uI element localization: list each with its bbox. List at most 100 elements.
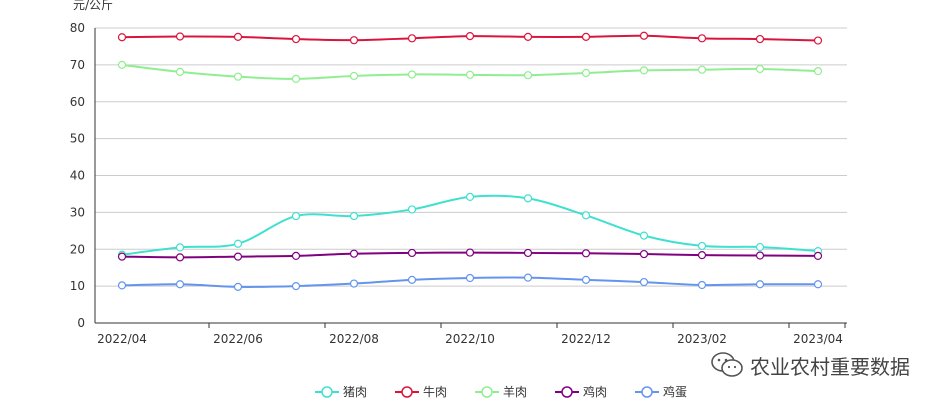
grid-layer bbox=[95, 27, 847, 287]
x-tick-label: 2023/02 bbox=[677, 332, 727, 346]
data-point[interactable] bbox=[465, 70, 475, 79]
y-tick-label: 10 bbox=[70, 279, 85, 293]
watermark-text: 农业农村重要数据 bbox=[750, 354, 910, 379]
data-point[interactable] bbox=[407, 205, 417, 214]
y-tick-label: 80 bbox=[70, 21, 85, 35]
data-point[interactable] bbox=[755, 280, 765, 289]
watermark: 农业农村重要数据 bbox=[710, 350, 910, 380]
data-point[interactable] bbox=[581, 32, 591, 41]
data-point[interactable] bbox=[581, 249, 591, 258]
data-point[interactable] bbox=[523, 71, 533, 80]
data-point[interactable] bbox=[697, 241, 707, 251]
legend-item[interactable]: 鸡蛋 bbox=[635, 384, 687, 399]
data-point[interactable] bbox=[175, 243, 185, 252]
data-point[interactable] bbox=[349, 211, 359, 221]
data-point[interactable] bbox=[407, 70, 417, 79]
legend-item[interactable]: 猪肉 bbox=[315, 385, 367, 399]
series-4 bbox=[117, 273, 823, 291]
data-point[interactable] bbox=[639, 277, 649, 287]
data-point[interactable] bbox=[465, 248, 475, 257]
data-point[interactable] bbox=[117, 60, 127, 69]
data-point[interactable] bbox=[813, 67, 823, 76]
data-point[interactable] bbox=[291, 34, 301, 44]
data-point[interactable] bbox=[523, 273, 533, 282]
data-point[interactable] bbox=[175, 253, 185, 262]
data-point[interactable] bbox=[117, 252, 127, 261]
legend-label: 牛肉 bbox=[423, 384, 447, 399]
data-point[interactable] bbox=[175, 32, 185, 41]
data-point[interactable] bbox=[697, 34, 707, 43]
data-point[interactable] bbox=[697, 280, 707, 290]
legend-marker bbox=[481, 386, 493, 398]
data-point[interactable] bbox=[639, 231, 649, 240]
series-layer bbox=[117, 31, 823, 291]
series-2 bbox=[117, 60, 823, 83]
data-point[interactable] bbox=[581, 211, 591, 220]
x-tick-label: 2022/10 bbox=[445, 332, 495, 346]
y-tick-label: 30 bbox=[70, 205, 85, 219]
wechat-icon bbox=[711, 352, 743, 377]
axis-layer: 0 10 20 30 40 50 60 70 80 2022/04 2022/06 2022/08 20… bbox=[70, 21, 847, 346]
legend-item[interactable]: 鸡肉 bbox=[555, 384, 607, 399]
data-point[interactable] bbox=[697, 65, 707, 74]
data-point[interactable] bbox=[233, 72, 243, 81]
data-point[interactable] bbox=[755, 64, 765, 74]
data-point[interactable] bbox=[581, 68, 591, 78]
data-point[interactable] bbox=[697, 251, 707, 260]
data-point[interactable] bbox=[581, 275, 591, 284]
data-point[interactable] bbox=[233, 252, 243, 261]
data-point[interactable] bbox=[523, 194, 533, 203]
data-point[interactable] bbox=[175, 280, 185, 289]
x-tick-label: 2022/08 bbox=[329, 332, 379, 346]
data-point[interactable] bbox=[349, 71, 359, 81]
data-point[interactable] bbox=[639, 31, 649, 40]
legend-label: 猪肉 bbox=[343, 385, 367, 399]
legend-marker bbox=[561, 386, 573, 398]
data-point[interactable] bbox=[407, 275, 417, 284]
y-tick-label: 20 bbox=[70, 242, 85, 256]
series-1 bbox=[117, 31, 823, 45]
y-axis-label: 元/公斤 bbox=[73, 0, 113, 12]
data-point[interactable] bbox=[813, 280, 823, 289]
data-point[interactable] bbox=[465, 273, 475, 283]
legend-item[interactable]: 牛肉 bbox=[395, 384, 447, 399]
data-point[interactable] bbox=[755, 34, 765, 44]
data-point[interactable] bbox=[465, 192, 475, 201]
data-point[interactable] bbox=[349, 249, 359, 258]
data-point[interactable] bbox=[349, 279, 359, 288]
data-point[interactable] bbox=[175, 67, 185, 76]
data-point[interactable] bbox=[291, 282, 301, 291]
data-point[interactable] bbox=[465, 32, 475, 41]
data-point[interactable] bbox=[233, 282, 243, 291]
legend-label: 鸡蛋 bbox=[663, 384, 687, 399]
x-tick-label: 2022/06 bbox=[213, 332, 263, 346]
legend-marker bbox=[321, 386, 333, 398]
y-tick-label: 0 bbox=[77, 316, 85, 330]
data-point[interactable] bbox=[813, 251, 823, 260]
data-point[interactable] bbox=[407, 248, 417, 258]
data-point[interactable] bbox=[117, 281, 127, 290]
data-point[interactable] bbox=[523, 248, 533, 258]
data-point[interactable] bbox=[755, 251, 765, 260]
data-point[interactable] bbox=[291, 74, 301, 83]
legend-marker bbox=[401, 386, 413, 398]
data-point[interactable] bbox=[639, 249, 649, 259]
data-point[interactable] bbox=[233, 239, 243, 248]
data-point[interactable] bbox=[813, 36, 823, 45]
data-point[interactable] bbox=[639, 66, 649, 75]
legend[interactable]: 猪肉 牛肉 羊肉 鸡肉 鸡蛋 bbox=[315, 384, 687, 399]
data-point[interactable] bbox=[349, 36, 359, 45]
data-point[interactable] bbox=[291, 211, 301, 221]
legend-label: 鸡肉 bbox=[583, 384, 607, 399]
data-point[interactable] bbox=[233, 32, 243, 41]
data-point[interactable] bbox=[523, 32, 533, 41]
data-point[interactable] bbox=[755, 242, 765, 252]
y-tick-label: 50 bbox=[70, 132, 85, 146]
data-point[interactable] bbox=[291, 251, 301, 260]
series-line bbox=[121, 194, 819, 256]
data-point[interactable] bbox=[407, 34, 417, 43]
legend-item[interactable]: 羊肉 bbox=[475, 384, 527, 399]
data-point[interactable] bbox=[117, 33, 127, 42]
x-tick-label: 2023/04 bbox=[793, 332, 843, 346]
